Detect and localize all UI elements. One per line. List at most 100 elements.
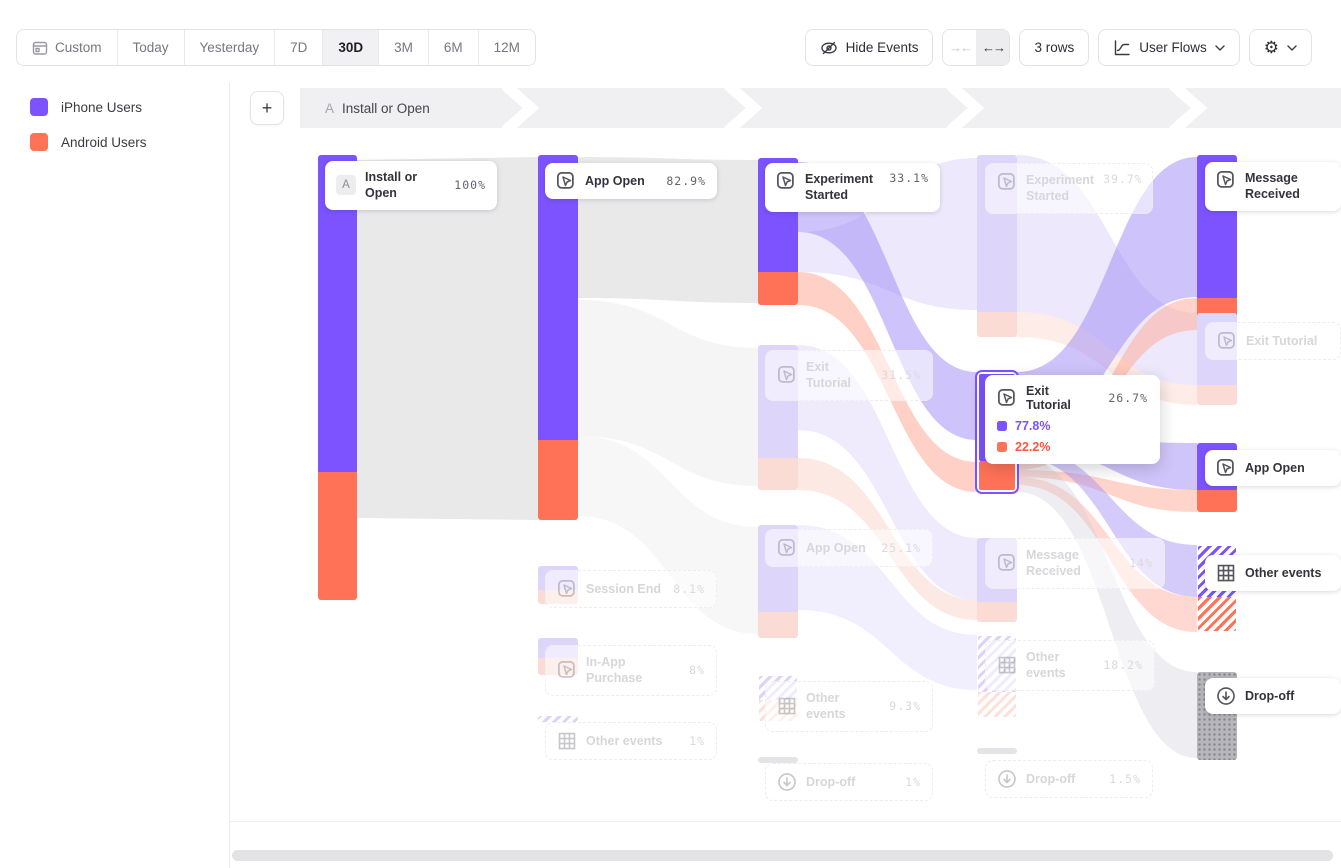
- flow-node-card-drop-off-4[interactable]: Drop-off 1.5%: [985, 760, 1153, 798]
- flow-node-bar-install-or-open[interactable]: [318, 155, 357, 600]
- flow-node-bar-drop-off-4[interactable]: [977, 748, 1017, 754]
- event-icon: [557, 579, 577, 599]
- event-icon: [776, 171, 796, 191]
- flow-node-card-message-received-4[interactable]: Message Received 14%: [985, 538, 1165, 589]
- flow-node-card-exit-tutorial[interactable]: Exit Tutorial 31.5%: [765, 350, 933, 401]
- flow-node-card-experiment-started[interactable]: Experiment Started 33.1%: [765, 163, 940, 212]
- iphone-color-swatch: [30, 98, 48, 116]
- flow-node-card-app-open-5[interactable]: App Open: [1205, 450, 1341, 486]
- flow-ribbon-highlight: [1017, 157, 1197, 435]
- flow-node-card-install-or-open[interactable]: A Install or Open 100%: [325, 161, 497, 210]
- flow-node-card-other-events[interactable]: Other events 1%: [545, 722, 717, 760]
- grid-icon: [777, 696, 797, 716]
- grid-icon: [1216, 563, 1236, 583]
- view-selector-button[interactable]: User Flows: [1098, 29, 1240, 66]
- hide-events-button[interactable]: Hide Events: [804, 29, 934, 66]
- flow-node-card-message-received-5[interactable]: Message Received: [1205, 162, 1341, 211]
- flow-node-card-drop-off-5[interactable]: Drop-off: [1205, 678, 1341, 714]
- event-icon: [997, 553, 1017, 573]
- bar-segment-android-faded: [758, 612, 798, 638]
- date-range-yesterday[interactable]: Yesterday: [183, 30, 275, 65]
- bar-segment-iphone: [538, 155, 578, 440]
- flow-node-bar-other-events[interactable]: [538, 716, 578, 722]
- step-a-header[interactable]: A Install or Open: [325, 100, 430, 116]
- drop-off-icon: [777, 772, 797, 792]
- flow-node-card-exit-tutorial-5[interactable]: Exit Tutorial: [1205, 322, 1341, 360]
- event-icon: [557, 660, 577, 680]
- flow-node-card-other-events-3[interactable]: Other events 9.3%: [765, 681, 933, 732]
- flow-node-card-other-events-5[interactable]: Other events: [1205, 555, 1341, 591]
- eye-off-icon: [820, 41, 837, 54]
- bar-segment-android: [1197, 490, 1237, 512]
- flow-node-card-app-open-3[interactable]: App Open 25.1%: [765, 529, 933, 567]
- flow-node-card-in-app-purchase[interactable]: In-App Purchase 8%: [545, 645, 717, 696]
- legend-sidebar: iPhone Users Android Users: [0, 82, 230, 868]
- bar-segment-android: [538, 440, 578, 520]
- iphone-color-swatch: [997, 421, 1007, 431]
- steps-header-bar: A Install or Open: [300, 88, 1341, 128]
- event-icon: [1217, 331, 1237, 351]
- event-icon: [777, 538, 797, 558]
- bar-segment-android-hatched-faded: [978, 691, 1016, 717]
- add-step-button[interactable]: +: [250, 91, 284, 125]
- flow-node-card-app-open[interactable]: App Open 82.9%: [545, 163, 717, 199]
- tooltip-breakdown-iphone: 77.8%: [997, 419, 1148, 433]
- flow-node-tooltip-exit-tutorial: Exit Tutorial 26.7% 77.8% 22.2%: [985, 375, 1160, 464]
- legend-item-android[interactable]: Android Users: [30, 133, 229, 151]
- collapse-columns-button[interactable]: →←: [943, 30, 977, 65]
- event-icon: [556, 171, 576, 191]
- bar-segment-android-faded: [977, 312, 1017, 337]
- toolbar-right: Hide Events →← ←→ 3 rows User Flows ⚙: [804, 29, 1312, 66]
- bar-segment-android-faded: [1197, 385, 1237, 405]
- date-range-7d[interactable]: 7D: [274, 30, 323, 65]
- date-range-today[interactable]: Today: [116, 30, 184, 65]
- step-a-badge: A: [336, 175, 356, 196]
- legend-item-iphone[interactable]: iPhone Users: [30, 98, 229, 116]
- event-icon: [1216, 458, 1236, 478]
- event-icon: [777, 365, 797, 385]
- chevron-down-icon: [1287, 44, 1297, 51]
- flows-chart-icon: [1115, 39, 1130, 55]
- android-color-swatch: [997, 442, 1007, 452]
- bar-segment-android: [318, 472, 357, 600]
- flow-node-bar-drop-off-3[interactable]: [758, 757, 798, 763]
- date-range-selector: Custom Today Yesterday 7D 30D 3M 6M 12M: [16, 29, 536, 66]
- date-range-6m[interactable]: 6M: [427, 30, 478, 65]
- grid-icon: [997, 655, 1017, 675]
- expand-collapse-toggle: →← ←→: [942, 29, 1011, 66]
- flow-node-card-other-events-4[interactable]: Other events 18.2%: [985, 640, 1155, 691]
- grid-icon: [557, 731, 577, 751]
- expand-columns-button[interactable]: ←→: [976, 30, 1010, 65]
- flow-node-card-drop-off-3[interactable]: Drop-off 1%: [765, 763, 933, 801]
- settings-button[interactable]: ⚙: [1248, 29, 1312, 66]
- date-range-12m[interactable]: 12M: [477, 30, 535, 65]
- drop-off-icon: [997, 769, 1017, 789]
- flow-node-bar-app-open[interactable]: [538, 155, 578, 520]
- chevron-down-icon: [1215, 44, 1225, 51]
- horizontal-scrollbar[interactable]: [232, 850, 1333, 861]
- bar-segment-android: [979, 461, 1015, 490]
- flow-node-card-session-end[interactable]: Session End 8.1%: [545, 570, 717, 608]
- calendar-icon: [32, 41, 48, 55]
- drop-off-icon: [1216, 686, 1236, 706]
- date-range-custom[interactable]: Custom: [17, 30, 117, 65]
- flow-ribbon-highlight: [1017, 298, 1197, 470]
- flow-ribbon-highlight: [1017, 470, 1197, 512]
- flow-ribbon-faint: [578, 300, 758, 486]
- flow-node-card-experiment-started-4[interactable]: Experiment Started 39.7%: [985, 163, 1153, 214]
- event-icon: [1216, 170, 1236, 190]
- flow-ribbon-gray: [357, 157, 538, 520]
- bar-segment-android-faded: [758, 458, 798, 490]
- rows-button[interactable]: 3 rows: [1019, 29, 1090, 66]
- date-range-30d[interactable]: 30D: [322, 30, 379, 65]
- toolbar: Custom Today Yesterday 7D 30D 3M 6M 12M …: [0, 0, 1341, 82]
- tooltip-breakdown-android: 22.2%: [997, 440, 1148, 454]
- bar-segment-android-hatched: [1198, 596, 1236, 631]
- date-range-3m[interactable]: 3M: [378, 30, 428, 65]
- step-chevron-separators: [501, 88, 1208, 128]
- event-icon: [997, 172, 1017, 192]
- android-color-swatch: [30, 133, 48, 151]
- event-icon: [997, 388, 1017, 408]
- canvas-bottom-divider: [230, 821, 1341, 822]
